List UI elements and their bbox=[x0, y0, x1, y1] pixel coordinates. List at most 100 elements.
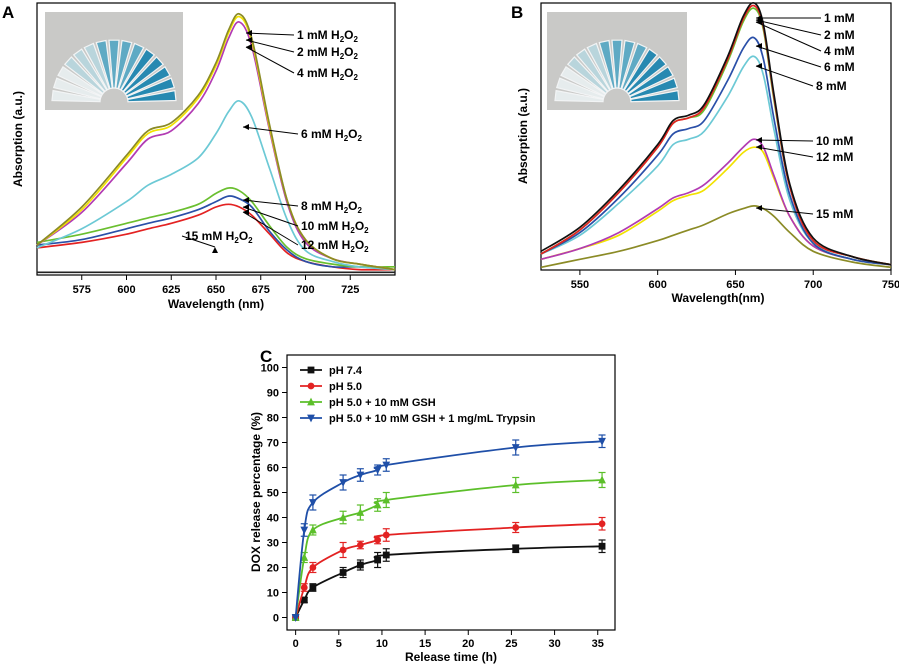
vial-tube bbox=[586, 42, 614, 91]
series-line-4 bbox=[540, 36, 892, 266]
y-tick-label: 90 bbox=[267, 388, 279, 400]
vial-tube bbox=[115, 39, 133, 90]
data-point bbox=[382, 531, 390, 539]
vial-tube bbox=[598, 39, 616, 90]
panel-b-vial-fan bbox=[554, 39, 680, 103]
vial-tube bbox=[623, 48, 659, 93]
y-tick-label: 100 bbox=[261, 363, 279, 375]
panel-a-letter: A bbox=[2, 3, 14, 22]
data-point bbox=[598, 475, 606, 484]
x-tick-label: 625 bbox=[162, 284, 180, 296]
vial-tube bbox=[108, 39, 120, 89]
annotation-arrow bbox=[755, 207, 814, 215]
annotation-label-8: 15 mM H2O2 bbox=[185, 229, 253, 245]
vial-tube bbox=[72, 48, 108, 93]
x-tick-label: 650 bbox=[726, 279, 744, 291]
panel-c-x-ticks: 0 5 10 15 20 25 30 35 bbox=[293, 630, 604, 650]
annotation-arrowhead bbox=[246, 44, 252, 50]
legend-label-3: pH 5.0 + 10 mM GSH bbox=[329, 397, 436, 409]
data-point bbox=[374, 536, 382, 544]
y-tick-label: 60 bbox=[267, 463, 279, 475]
annotation-label-2: 2 mM H2O2 bbox=[297, 45, 358, 61]
y-tick-label: 30 bbox=[267, 538, 279, 550]
vial-tube bbox=[83, 42, 111, 91]
x-tick-label: 700 bbox=[296, 284, 314, 296]
vial-tube bbox=[575, 48, 611, 93]
panel-b-y-axis-title: Absorption (a.u.) bbox=[516, 88, 530, 184]
panel-a-series-lines bbox=[36, 13, 396, 274]
data-point bbox=[308, 499, 317, 507]
data-point bbox=[382, 551, 390, 559]
annotation-arrowhead bbox=[243, 124, 249, 130]
series-line-4 bbox=[36, 100, 396, 271]
x-tick-label: 25 bbox=[505, 638, 517, 650]
series-line-1 bbox=[36, 13, 396, 271]
annotation-arrow bbox=[242, 199, 299, 207]
legend-label-4: pH 5.0 + 10 mM GSH + 1 mg/mL Trypsin bbox=[329, 413, 536, 425]
vial-tube bbox=[57, 65, 104, 97]
annotation-arrow bbox=[242, 211, 299, 246]
annotation-label-3: 4 mM H2O2 bbox=[297, 66, 358, 82]
x-tick-label: 600 bbox=[117, 284, 135, 296]
annotation-arrowhead bbox=[243, 204, 249, 210]
x-tick-label: 0 bbox=[293, 638, 299, 650]
annotation-arrowhead bbox=[212, 247, 218, 253]
annotation-arrowhead bbox=[243, 209, 249, 215]
annotation-label-1: 1 mM H2O2 bbox=[297, 28, 358, 44]
data-point bbox=[300, 526, 309, 535]
annotation-label-4: 6 mM H2O2 bbox=[301, 127, 362, 143]
data-point bbox=[356, 541, 364, 549]
vial-tube bbox=[120, 48, 156, 93]
annotation-arrowhead bbox=[243, 197, 249, 203]
panel-b-inset-photo bbox=[547, 12, 687, 110]
data-point bbox=[511, 480, 520, 489]
annotation-label-5: 8 mM bbox=[816, 79, 847, 93]
panel-c-y-axis-title: DOX release percentage (%) bbox=[249, 412, 263, 572]
x-tick-label: 650 bbox=[207, 284, 225, 296]
panel-b-annotations: 1 mM 2 mM 4 mM 6 mM 8 mM 10 mM 12 mM 15 mM bbox=[755, 11, 855, 221]
data-point bbox=[598, 542, 606, 550]
data-point bbox=[512, 524, 520, 531]
x-tick-label: 5 bbox=[336, 638, 342, 650]
x-tick-label: 700 bbox=[804, 279, 822, 291]
data-point bbox=[356, 471, 365, 480]
annotation-arrowhead bbox=[756, 63, 762, 69]
annotation-label-4: 6 mM bbox=[824, 60, 855, 74]
series-line-6 bbox=[540, 138, 892, 266]
panel-a-chart: A 575 600 625 650 675 700 725 Wavelength (nm) … bbox=[2, 2, 396, 311]
data-point bbox=[339, 513, 348, 521]
series-line-8 bbox=[540, 205, 892, 269]
vial-tube bbox=[117, 42, 145, 91]
data-point bbox=[382, 495, 391, 504]
annotation-arrow bbox=[181, 235, 216, 248]
x-tick-label: 575 bbox=[73, 284, 91, 296]
panel-a-y-axis-title: Absorption (a.u.) bbox=[11, 91, 25, 187]
data-point bbox=[339, 546, 347, 554]
fit-curve bbox=[294, 479, 603, 618]
data-point bbox=[300, 584, 308, 591]
data-point bbox=[356, 561, 364, 569]
annotation-arrow bbox=[245, 39, 295, 53]
vial-tube bbox=[127, 89, 177, 103]
vial-tube bbox=[124, 65, 171, 97]
annotation-arrow bbox=[245, 46, 295, 74]
vial-tube bbox=[566, 56, 609, 95]
series-group-2 bbox=[292, 516, 606, 621]
series-line-6 bbox=[36, 195, 396, 271]
annotation-arrowhead bbox=[756, 144, 762, 150]
panel-a-x-axis-title: Wavelength (nm) bbox=[168, 297, 264, 311]
data-point bbox=[373, 500, 382, 509]
annotation-arrow bbox=[245, 32, 295, 36]
vial-tube bbox=[627, 65, 674, 97]
panel-a-x-ticks: 575 600 625 650 675 700 725 bbox=[73, 275, 359, 296]
vial-tube bbox=[63, 56, 106, 95]
annotation-arrowhead bbox=[756, 43, 762, 49]
annotation-arrow bbox=[755, 45, 822, 68]
vial-tube bbox=[630, 89, 680, 103]
panel-b-letter: B bbox=[511, 3, 523, 22]
y-tick-label: 20 bbox=[267, 563, 279, 575]
vial-tube bbox=[126, 77, 176, 100]
panel-b-plot-frame bbox=[540, 2, 892, 271]
